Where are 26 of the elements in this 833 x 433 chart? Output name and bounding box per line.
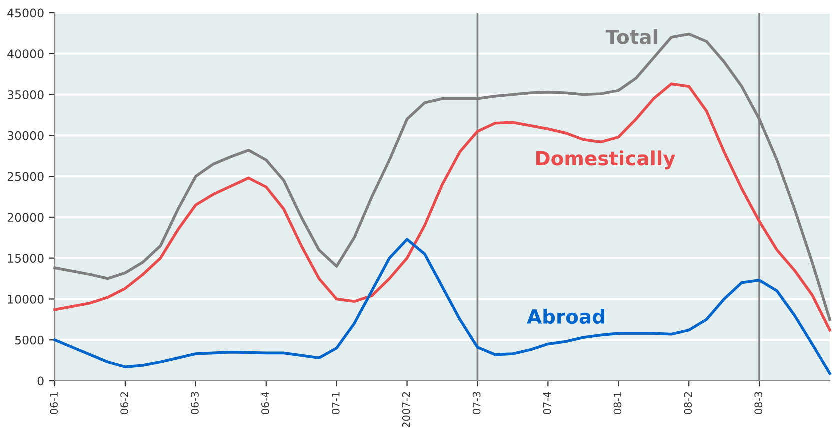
- series-label: Total: [606, 29, 658, 44]
- y-tick-label: 40000: [8, 50, 44, 59]
- line-series: [54, 238, 832, 376]
- y-tick-label: 25000: [8, 172, 44, 182]
- x-tick-label: 07-4: [543, 392, 552, 414]
- y-tick-label: 0: [38, 376, 44, 386]
- x-tick-label: 06-2: [120, 392, 128, 414]
- y-tick-label: 20000: [8, 213, 44, 222]
- x-tick-label: 07-3: [472, 392, 481, 414]
- x-tick-label: 06-3: [191, 392, 199, 414]
- x-tick-label: 2007-2: [402, 392, 410, 428]
- series-label: Domestically: [536, 150, 676, 170]
- y-tick-label: 10000: [8, 294, 44, 304]
- line-series: [54, 82, 832, 332]
- x-tick-label: 06-4: [262, 392, 270, 414]
- y-tick-label: 5000: [15, 336, 44, 345]
- x-tick-label: 08-2: [684, 392, 692, 414]
- x-tick-label: 06-1: [50, 392, 58, 414]
- x-tick-label: 08-1: [614, 392, 622, 414]
- series-label: Abroad: [527, 309, 604, 324]
- x-tick-label: 08-3: [754, 392, 763, 414]
- y-tick-label: 45000: [8, 8, 44, 18]
- y-tick-label: 35000: [8, 90, 44, 100]
- y-tick-label: 30000: [8, 131, 44, 140]
- x-tick-label: 07-1: [332, 392, 340, 414]
- y-tick-label: 15000: [8, 254, 44, 263]
